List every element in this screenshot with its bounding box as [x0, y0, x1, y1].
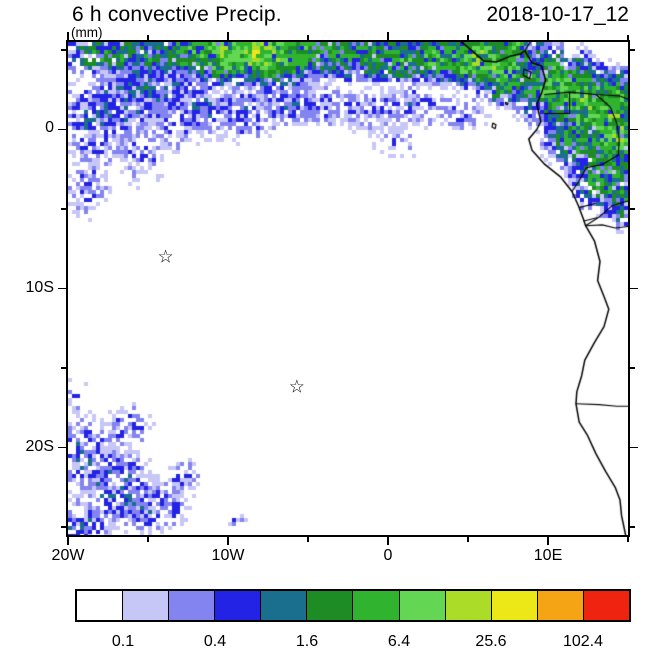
- map-plot-area: ☆ ☆: [68, 42, 628, 535]
- colorbar-tick-label: 25.6: [475, 633, 507, 650]
- y-axis-label: 0: [45, 119, 54, 137]
- axis-tick: [547, 32, 549, 40]
- x-axis-label: 20W: [51, 547, 85, 564]
- axis-tick: [630, 208, 635, 210]
- axis-tick: [61, 49, 66, 51]
- axis-tick: [61, 526, 66, 528]
- x-axis-label: 10W: [211, 547, 245, 564]
- axis-tick: [627, 537, 629, 542]
- axis-tick: [61, 367, 66, 369]
- axis-tick: [630, 128, 638, 131]
- colorbar-tick-label: 1.6: [295, 633, 319, 650]
- units-label: (mm): [71, 25, 103, 40]
- colorbar-cell: [582, 591, 629, 620]
- colorbar-cell: [214, 591, 261, 620]
- colorbar-cell: [398, 591, 445, 620]
- colorbar-cell: [306, 591, 353, 620]
- y-axis-label: 10S: [25, 278, 54, 296]
- colorbar-cell: [490, 591, 537, 620]
- colorbar-tick-label: 102.4: [562, 633, 604, 650]
- axis-tick: [147, 537, 149, 542]
- axis-tick: [307, 537, 309, 542]
- colorbar-cell: [77, 591, 123, 620]
- axis-tick: [227, 32, 229, 40]
- colorbar-tick-label: 6.4: [387, 633, 411, 650]
- colorbar-cell: [352, 591, 399, 620]
- axis-tick: [227, 537, 229, 545]
- star-marker: ☆: [157, 246, 174, 267]
- axis-tick: [630, 526, 635, 528]
- axis-tick: [307, 35, 309, 40]
- axis-tick: [67, 537, 69, 545]
- axis-tick: [58, 287, 66, 290]
- colorbar-tick-label: 0.4: [203, 633, 227, 650]
- axis-tick: [547, 537, 549, 545]
- precipitation-field-canvas: [68, 42, 628, 535]
- colorbar-cell: [444, 591, 491, 620]
- colorbar-cell: [536, 591, 583, 620]
- axis-tick: [467, 537, 469, 542]
- axis-tick: [61, 208, 66, 210]
- colorbar-cell: [122, 591, 169, 620]
- colorbar-tick-label: 0.1: [111, 633, 135, 650]
- axis-tick: [630, 287, 638, 290]
- star-marker: ☆: [288, 376, 305, 397]
- x-axis-label: 0: [383, 547, 393, 564]
- axis-tick: [467, 35, 469, 40]
- chart-title: 6 h convective Precip.: [72, 3, 282, 26]
- axis-tick: [67, 32, 69, 40]
- axis-tick: [58, 446, 66, 449]
- axis-tick: [627, 35, 629, 40]
- colorbar-cell: [168, 591, 215, 620]
- axis-tick: [630, 49, 635, 51]
- axis-tick: [630, 367, 635, 369]
- colorbar-cell: [260, 591, 307, 620]
- y-axis-label: 20S: [25, 437, 54, 455]
- x-axis-label: 10E: [533, 547, 563, 564]
- axis-tick: [147, 35, 149, 40]
- chart-timestamp: 2018-10-17_12: [486, 3, 629, 26]
- axis-tick: [630, 446, 638, 449]
- axis-tick: [387, 537, 389, 545]
- axis-tick: [58, 128, 66, 131]
- colorbar: [75, 589, 631, 622]
- axis-tick: [387, 32, 389, 40]
